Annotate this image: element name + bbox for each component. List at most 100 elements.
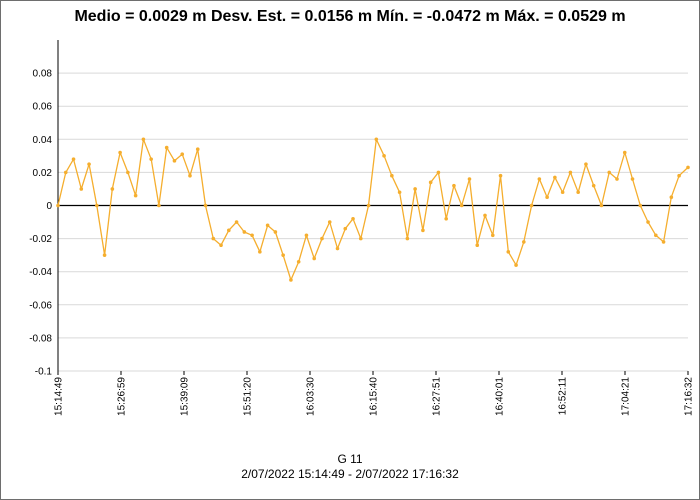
data-point [483, 213, 487, 218]
data-point [630, 177, 635, 181]
data-point [553, 175, 557, 180]
data-point [490, 233, 495, 238]
x-tick-label: 17:04:21 [621, 377, 632, 416]
x-tick-label: 16:52:11 [558, 377, 569, 416]
data-point [646, 220, 650, 224]
data-point [219, 243, 223, 248]
data-point [459, 203, 464, 208]
data-point [467, 177, 472, 181]
data-point [203, 203, 208, 208]
data-point [677, 173, 681, 178]
data-point [87, 162, 91, 166]
data-point [366, 203, 371, 208]
y-tick-label: -0.04 [29, 267, 52, 278]
data-point [576, 190, 580, 195]
data-point [71, 157, 76, 161]
data-point [296, 259, 301, 264]
data-point [211, 236, 216, 241]
data-point [661, 240, 666, 244]
x-tick-label: 16:03:30 [306, 377, 317, 416]
data-point [599, 203, 604, 208]
x-tick-label: 15:26:59 [117, 377, 128, 416]
x-tick-label: 15:14:49 [54, 377, 65, 416]
data-point [405, 236, 410, 241]
data-point [413, 187, 417, 191]
y-tick-label: -0.06 [29, 300, 52, 311]
data-point [126, 170, 130, 175]
x-tick-labels: 15:14:49 15:26:59 15:39:09 15:51:20 16:03:30… [54, 377, 695, 416]
date-range-label: 2/07/2022 15:14:49 - 2/07/2022 17:16:32 [241, 467, 459, 481]
data-point [281, 253, 285, 257]
data-point [452, 183, 456, 188]
data-point [358, 236, 363, 241]
data-point [522, 240, 526, 244]
data-series [56, 137, 690, 282]
data-point [141, 137, 146, 142]
data-point [180, 152, 185, 156]
data-point [289, 278, 293, 282]
data-point [312, 256, 317, 261]
data-point [591, 183, 596, 188]
data-point [421, 228, 425, 233]
data-point [615, 177, 619, 181]
data-point [669, 195, 674, 200]
data-point [444, 216, 448, 221]
x-tick-label: 16:40:01 [495, 377, 506, 416]
data-point [133, 193, 138, 198]
data-point [568, 170, 573, 175]
data-point [343, 226, 348, 231]
data-point [56, 203, 60, 208]
data-point [172, 159, 177, 163]
data-point [63, 170, 68, 175]
data-point [110, 187, 115, 191]
data-point [234, 220, 239, 224]
data-point [514, 263, 518, 267]
series-name-label: G 11 [337, 452, 363, 466]
data-point [157, 203, 161, 208]
data-point [584, 162, 588, 166]
data-point [382, 154, 386, 158]
y-tick-label: -0.1 [35, 367, 53, 378]
data-point [390, 173, 394, 178]
data-point [258, 250, 262, 254]
data-point [320, 236, 324, 241]
x-tick-label: 15:51:20 [243, 377, 254, 416]
y-tick-label: 0 [46, 201, 52, 212]
data-point [265, 223, 270, 228]
x-tick-label: 15:39:09 [180, 377, 191, 416]
data-point [250, 233, 254, 238]
data-point [622, 150, 627, 155]
y-tick-label: 0.06 [33, 102, 53, 113]
data-point [428, 180, 433, 185]
data-point [95, 203, 99, 208]
data-point [560, 190, 565, 195]
data-point [436, 170, 441, 175]
chart-title: Medio = 0.0029 m Desv. Est. = 0.0156 m M… [74, 8, 626, 25]
x-tick-label: 16:15:40 [369, 377, 380, 416]
chart-footer: G 11 2/07/2022 15:14:49 - 2/07/2022 17:1… [0, 452, 700, 482]
data-point [351, 216, 355, 221]
data-point [654, 233, 658, 238]
data-point [498, 173, 503, 178]
data-point [164, 145, 169, 150]
data-point [537, 177, 542, 181]
data-point [149, 157, 153, 161]
data-point [118, 150, 122, 155]
data-point [327, 220, 332, 224]
data-point [607, 170, 612, 175]
data-point [188, 173, 192, 178]
data-point [397, 190, 402, 195]
y-tick-labels: -0.1 -0.08 -0.06 -0.04 -0.02 0 0.02 0.04 0.06 0.0… [29, 69, 52, 378]
x-tick-label: 16:27:51 [432, 377, 443, 416]
data-point [374, 137, 379, 142]
data-point [79, 187, 84, 191]
y-tick-label: -0.02 [29, 234, 52, 245]
y-tick-label: 0.02 [33, 168, 53, 179]
data-point [304, 233, 309, 238]
data-point [686, 165, 690, 170]
data-point [335, 246, 340, 251]
data-point [529, 203, 534, 208]
axes [57, 40, 689, 375]
y-tick-label: 0.08 [33, 69, 53, 80]
